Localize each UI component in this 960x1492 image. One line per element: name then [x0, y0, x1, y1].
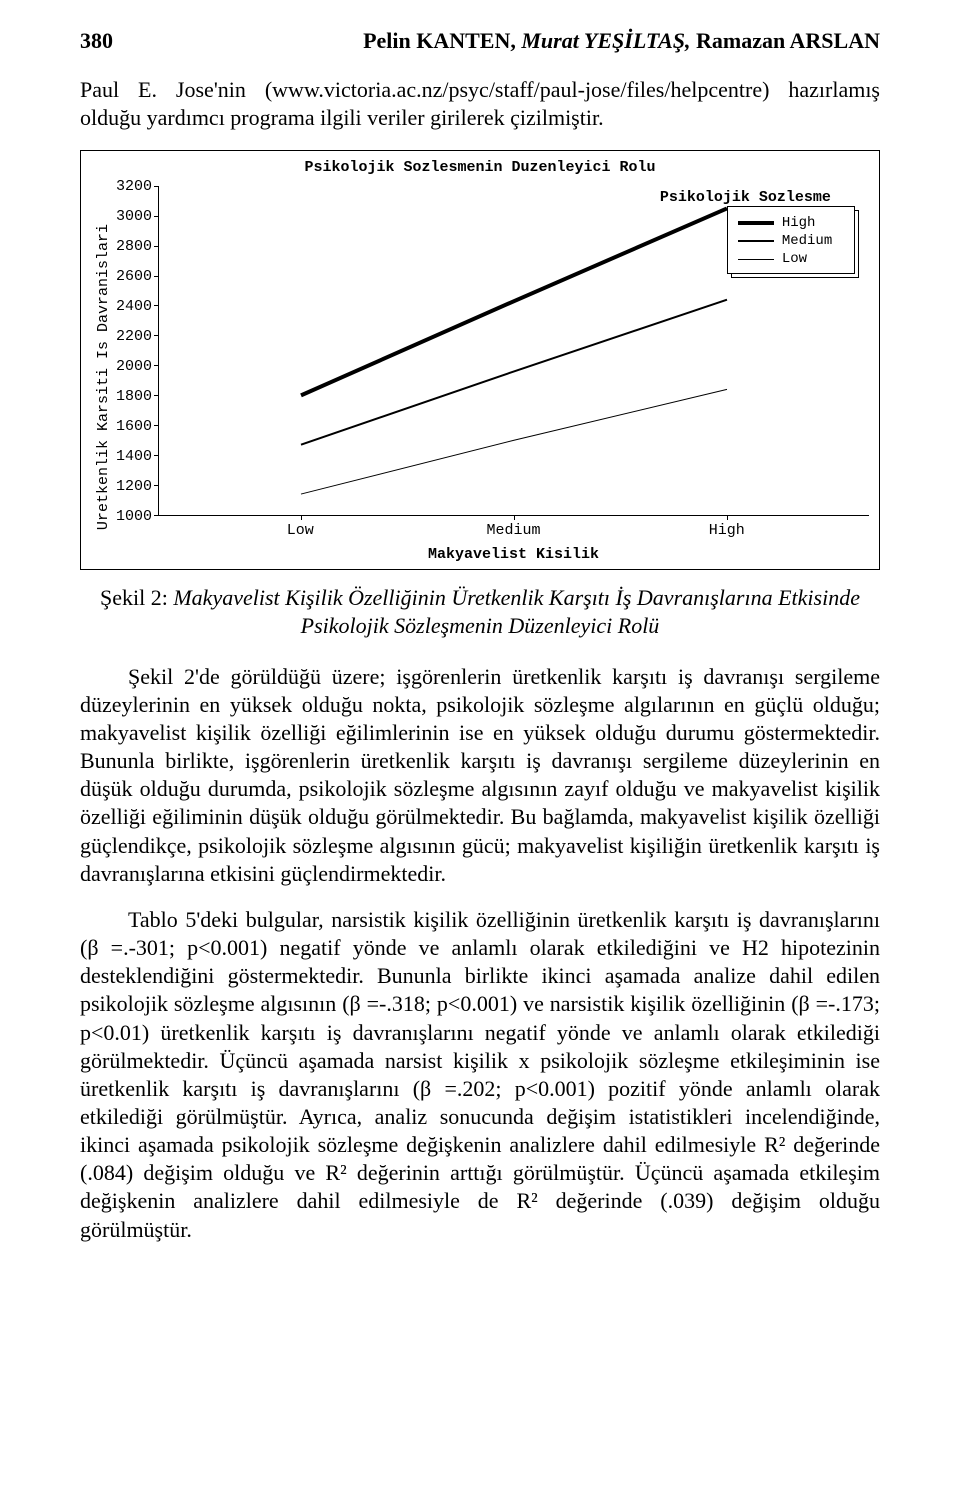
- xtick-mark: [301, 515, 302, 520]
- series-line-high: [301, 209, 727, 396]
- xtick-label: Medium: [486, 522, 540, 539]
- ytick-mark: [154, 246, 159, 247]
- chart-yticks: 3200300028002600240022002000180016001400…: [112, 186, 158, 516]
- figure-caption: Şekil 2: Makyavelist Kişilik Özelliğinin…: [80, 584, 880, 640]
- paragraph-2: Şekil 2'de görüldüğü üzere; işgörenlerin…: [80, 663, 880, 888]
- chart-legend-row: Medium: [738, 233, 844, 249]
- figure-caption-prefix: Şekil 2:: [100, 585, 173, 610]
- chart-legend: Psikolojik SozlesmeHighMediumLow: [727, 206, 855, 274]
- legend-swatch: [738, 240, 774, 242]
- ytick-mark: [154, 395, 159, 396]
- authors-part2: Ramazan ARSLAN: [691, 28, 880, 53]
- intro-paragraph: Paul E. Jose'nin (www.victoria.ac.nz/psy…: [80, 76, 880, 132]
- authors-part-italic: Murat YEŞİLTAŞ,: [521, 28, 690, 53]
- legend-label: Low: [782, 251, 807, 267]
- xtick-label: Low: [287, 522, 314, 539]
- header-authors: Pelin KANTEN, Murat YEŞİLTAŞ, Ramazan AR…: [363, 28, 880, 54]
- chart-ylabel: Uretkenlik Karsiti Is Davranislari: [91, 224, 112, 530]
- paragraph-3: Tablo 5'deki bulgular, narsistik kişilik…: [80, 906, 880, 1244]
- authors-part1: Pelin KANTEN,: [363, 28, 521, 53]
- series-line-medium: [301, 300, 727, 445]
- chart-plot-column: Psikolojik Sozlesme High Medium Low Low Medi…: [158, 186, 869, 567]
- chart-legend-title: Psikolojik Sozlesme: [660, 189, 831, 206]
- ytick-mark: [154, 276, 159, 277]
- xtick-mark: [727, 515, 728, 520]
- ytick-mark: [154, 515, 159, 516]
- chart-xlabel: Makyavelist Kisilik: [158, 546, 869, 563]
- ytick-mark: [154, 485, 159, 486]
- ytick-mark: [154, 186, 159, 187]
- ytick-mark: [154, 455, 159, 456]
- legend-label: High: [782, 215, 816, 231]
- ytick-mark: [154, 425, 159, 426]
- ytick-mark: [154, 305, 159, 306]
- page-number: 380: [80, 28, 113, 54]
- series-line-low: [301, 390, 727, 495]
- chart-plot-area: Psikolojik Sozlesme High Medium Low: [158, 186, 869, 516]
- chart-xticks: Low Medium High: [158, 522, 869, 542]
- page: 380 Pelin KANTEN, Murat YEŞİLTAŞ, Ramaza…: [0, 0, 960, 1302]
- figure-caption-text: Makyavelist Kişilik Özelliğinin Üretkenl…: [173, 585, 860, 638]
- ytick-mark: [154, 365, 159, 366]
- legend-swatch: [738, 259, 774, 260]
- ytick-mark: [154, 216, 159, 217]
- chart-legend-row: High: [738, 215, 844, 231]
- legend-label: Medium: [782, 233, 832, 249]
- legend-swatch: [738, 221, 774, 225]
- xtick-mark: [514, 515, 515, 520]
- chart-body: Uretkenlik Karsiti Is Davranislari 32003…: [91, 186, 869, 567]
- ytick-mark: [154, 335, 159, 336]
- chart-title: Psikolojik Sozlesmenin Duzenleyici Rolu: [91, 159, 869, 176]
- running-header: 380 Pelin KANTEN, Murat YEŞİLTAŞ, Ramaza…: [80, 28, 880, 54]
- xtick-label: High: [709, 522, 745, 539]
- moderator-chart: Psikolojik Sozlesmenin Duzenleyici Rolu …: [80, 150, 880, 570]
- chart-legend-row: Low: [738, 251, 844, 267]
